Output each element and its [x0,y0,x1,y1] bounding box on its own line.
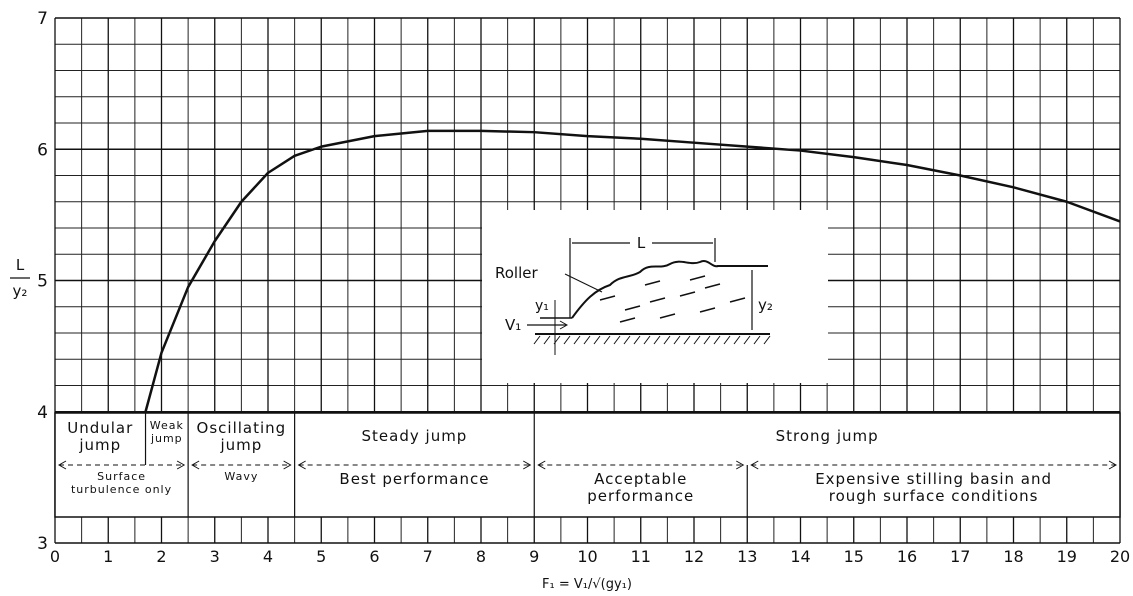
x-tick-label: 12 [684,547,704,566]
regime-label: Weak jump [149,419,184,445]
inset-v1-label: V₁ [505,316,521,334]
regime-label: Wavy [224,470,259,483]
regime-label: Expensive stilling basin and rough surfa… [815,470,1053,506]
x-tick-label: 5 [316,547,326,566]
inset-y2-label: y₂ [758,296,773,314]
range-arrowhead [57,460,186,470]
x-tick-label: 1 [103,547,113,566]
regime-label: Best performance [339,470,490,488]
x-tick-label: 3 [210,547,220,566]
regime-label: Oscillating jump [196,419,287,455]
curve [144,129,1121,413]
regime-table-content [57,413,1118,517]
x-tick-label: 9 [529,547,539,566]
regime-label: Acceptable performance [587,470,695,506]
plot [144,129,1121,413]
regime-label: Strong jump [775,427,879,445]
regime-label: Surface turbulence only [70,470,173,496]
v1-arrowhead [559,320,569,330]
range-arrowhead [750,460,1118,470]
regime-label: Undular jump [67,419,134,455]
inset-background [482,210,828,383]
x-tick-label: 8 [476,547,486,566]
inset-y1-label: y₁ [535,298,549,314]
x-tick-label: 2 [156,547,166,566]
x-tick-label: 0 [50,547,60,566]
flow-arrows [599,275,746,323]
range-arrowhead [191,460,292,470]
x-tick-label: 20 [1110,547,1130,566]
y-tick-label: 7 [37,9,48,29]
x-axis-label: F₁ = V₁/√(gy₁) [542,577,632,592]
x-tick-label: 4 [263,547,273,566]
x-tick-label: 14 [790,547,810,566]
bed-hatching [533,335,771,345]
y-tick-label: 4 [37,403,48,423]
range-arrowhead [297,460,532,470]
x-tick-label: 18 [1003,547,1023,566]
range-arrowhead [537,460,745,470]
y-axis-label-numerator: L [16,256,25,274]
regime-label: Steady jump [361,427,468,445]
x-tick-label: 6 [369,547,379,566]
x-tick-label: 17 [950,547,970,566]
inset-roller-label: Roller [495,264,538,282]
x-tick-label: 16 [897,547,917,566]
inset-length-label: L [637,234,646,252]
x-tick-label: 10 [577,547,597,566]
x-tick-label: 11 [631,547,651,566]
y-tick-label: 6 [37,140,48,160]
water-surface [571,260,768,319]
x-tick-label: 19 [1057,547,1077,566]
inset-diagram: L Roller y₁ y₂ V₁ [482,210,828,383]
x-tick-label: 15 [844,547,864,566]
y-axis-label-denominator: y₂ [13,282,28,300]
x-tick-label: 7 [423,547,433,566]
roller-leader [564,273,603,293]
x-tick-label: 13 [737,547,757,566]
y-tick-label: 5 [37,272,48,292]
y-tick-label: 3 [37,534,48,554]
